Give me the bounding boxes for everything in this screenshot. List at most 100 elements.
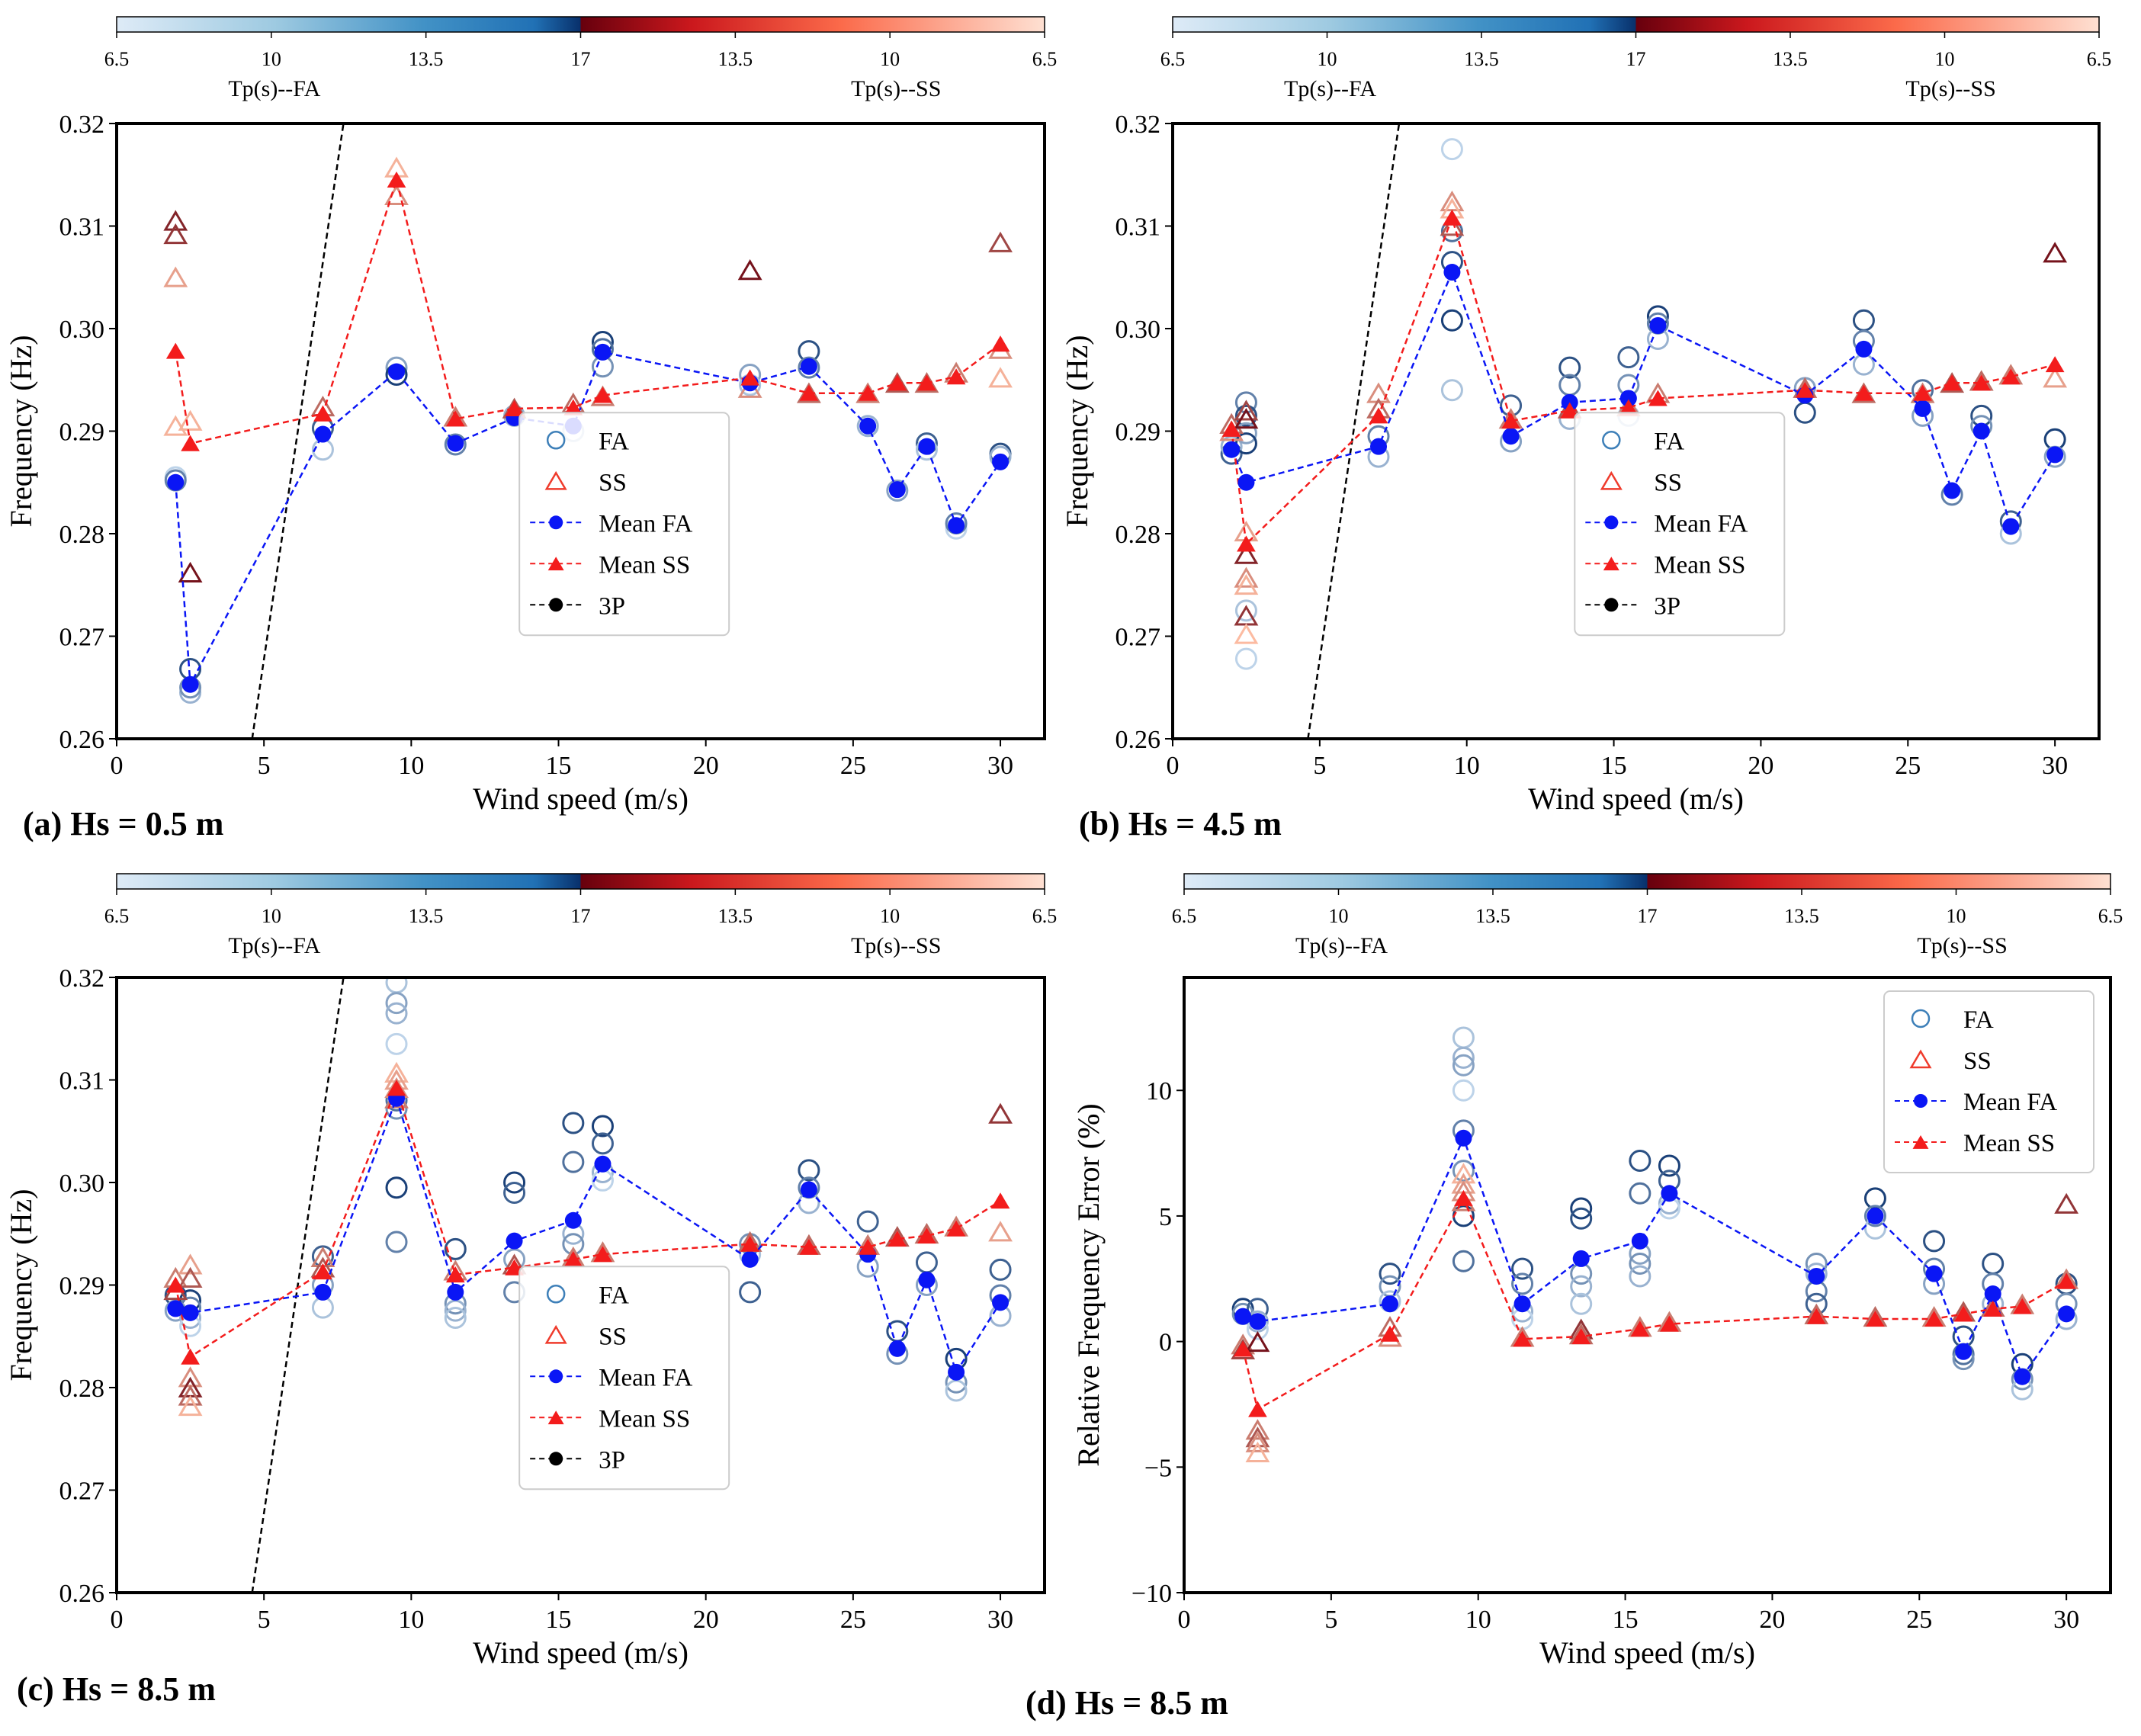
x-tick-label: 0 [111,1606,124,1634]
panel-caption: (b) Hs = 4.5 m [1079,805,1282,842]
legend-a: FA SS Mean FA Mean SS 3P [518,412,730,637]
ss-point [178,1385,203,1406]
y-axis-label: Frequency (Hz) [1060,335,1094,527]
mean-fa-point [1955,1343,1972,1360]
colorbar-tick-label: 10 [1318,48,1337,70]
mean-fa-point [918,1271,936,1288]
x-tick-label: 5 [258,1606,271,1634]
fa-point [1793,401,1816,424]
colorbar-strip [116,16,1045,33]
mean-fa-point [888,1340,906,1357]
mean-ss-point [1369,407,1388,424]
mean-fa-point [1649,316,1667,334]
mean-ss-point [1221,420,1241,437]
x-tick-label: 10 [398,752,424,780]
mean-fa-point [1808,1267,1825,1285]
mean-ss-point [181,435,200,451]
legend-label-ss: SS [1963,1048,1992,1075]
legend-label-fa: FA [599,428,629,455]
legend-frame [1574,412,1786,637]
x-tick-label: 30 [987,752,1013,780]
legend-mean-ss-marker [547,1410,564,1425]
mean-ss-point [888,374,907,391]
ss-point [2043,367,2068,388]
mean-ss-point [888,1230,907,1247]
fa-point [1923,1230,1946,1253]
colorbar-tick-label: 6.5 [2087,48,2112,70]
colorbar-fa-label: Tp(s)--FA [228,76,320,101]
legend-d: FA SS Mean FA Mean SS [1883,990,2094,1173]
ss-point [1234,543,1259,564]
mean-ss-point [165,342,185,359]
colorbar-ss-label: Tp(s)--SS [1905,76,1995,101]
mean-ss-point [1983,1300,2003,1317]
mean-ss-point [946,1220,966,1237]
legend-label-fa: FA [1963,1006,1994,1034]
colorbar-tick-label: 13.5 [409,48,444,70]
mean-fa-point [1925,1265,1943,1282]
ss-point [163,415,188,436]
colorbar-tick-label: 6.5 [1032,48,1058,70]
ss-point [163,266,188,287]
y-tick-label: 0.32 [59,111,105,139]
colorbar-tick-label: 17 [1626,48,1646,70]
y-tick-label: 0.31 [1115,213,1161,242]
mean-ss-point [1648,390,1668,406]
colorbar-tick-label: 13.5 [1773,48,1808,70]
y-tick-label: 0.31 [59,213,105,242]
y-tick-label: 0.28 [1115,521,1161,549]
ss-point [737,259,762,281]
colorbar-strip [1172,16,2100,33]
mean-ss-point [445,1266,465,1283]
colorbar-c: 6.5 10 13.5 17 13.5 10 6.5 Tp(s)--FA Tp(s)--SS [104,873,1058,958]
legend-marker-mean_fa [549,1369,563,1384]
ss-point [1245,1330,1270,1353]
mean-ss-line [175,176,1001,445]
mean-ss-point [2045,356,2065,373]
x-tick-label: 15 [1601,752,1627,780]
axes-frame [1183,976,2112,1594]
x-tick-label: 15 [1613,1606,1639,1634]
fa-point [1558,356,1581,379]
colorbar-ss-label: Tp(s)--SS [1917,933,2007,958]
legend-fa-marker [546,431,566,450]
legend-ss-marker [544,1324,567,1344]
legend-marker-mean_fa [1604,515,1619,530]
fa-point [562,1150,585,1173]
x-tick-label: 5 [258,752,271,780]
mean-ss-point [1866,1310,1885,1327]
mean-ss-point [917,374,936,391]
x-tick-label: 0 [111,752,124,780]
fa-point [385,1231,408,1253]
three-p-line [251,124,345,739]
mean-fa-point [1223,441,1241,458]
mean-fa-point [1443,264,1461,281]
panel-a: 6.5 10 13.5 17 13.5 10 6.5 Tp(s)--FA Tp(s)--SS 0 5… [4,16,1058,842]
legend-label-mean_fa: Mean FA [1654,510,1748,537]
fa-point [444,1307,467,1330]
mean-fa-point [1619,390,1637,407]
mean-fa-point [1234,1308,1252,1325]
mean-fa-point [314,425,332,443]
colorbar-tick-label: 6.5 [1032,905,1058,927]
fa-point [1452,1250,1475,1272]
fa-point [945,1379,968,1402]
mean-ss-point [563,399,583,416]
y-tick-label: 10 [1146,1077,1172,1105]
mean-fa-point [1455,1129,1472,1147]
colorbar-tick-label: 10 [880,905,900,927]
y-tick-label: 0.26 [59,1580,105,1608]
mean-ss-point [1795,381,1815,398]
ss-point [1234,400,1259,421]
colorbar-tick-label: 13.5 [718,48,753,70]
fa-point [444,1299,467,1322]
legend-marker-mean_fa [549,515,563,530]
mean-ss-point [740,369,760,386]
colorbar-tick-label: 13.5 [718,905,753,927]
legend-label-mean_ss: Mean SS [1654,551,1745,579]
panel-c: 6.5 10 13.5 17 13.5 10 6.5 Tp(s)--FA Tp(s)--SS 0 5… [4,873,1058,1708]
colorbar-fa-label: Tp(s)--FA [1295,933,1388,958]
y-tick-label: 0.29 [59,1272,105,1301]
mean-ss-point [799,384,819,401]
colorbar-tick-label: 13.5 [409,905,444,927]
